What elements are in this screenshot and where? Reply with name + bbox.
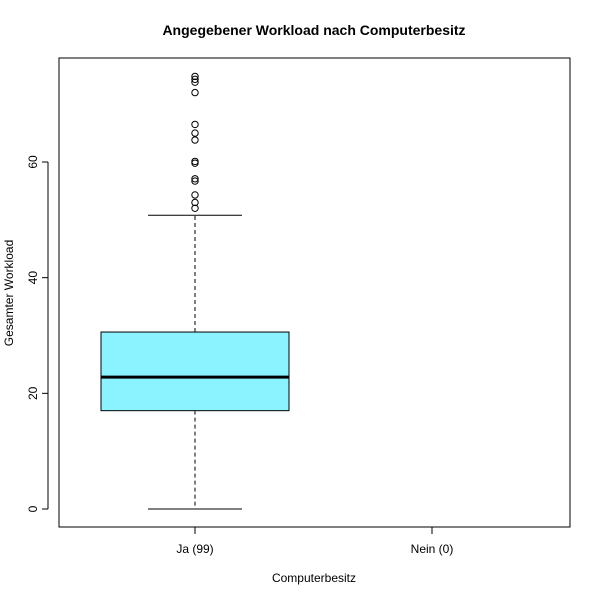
outlier-point	[191, 136, 199, 144]
y-axis-label: Gesamter Workload	[2, 240, 16, 346]
plot-frame	[58, 57, 571, 528]
outlier-point	[191, 72, 199, 81]
chart-title: Angegebener Workload nach Computerbesitz	[162, 22, 465, 38]
y-axis: 0 20 40 60	[26, 155, 49, 512]
outlier-point	[191, 157, 199, 166]
outlier-point	[191, 120, 199, 129]
iqr-box	[100, 331, 290, 412]
outlier-point	[191, 129, 199, 137]
x-tick-label: Ja (99)	[176, 542, 213, 556]
x-axis-label: Computerbesitz	[272, 571, 356, 585]
outlier-point	[191, 78, 199, 86]
y-tick-label: 60	[26, 155, 40, 169]
y-tick-label: 0	[26, 505, 40, 512]
outlier-point	[191, 88, 199, 97]
outlier-point	[191, 204, 199, 212]
y-tick-label: 20	[26, 386, 40, 400]
outlier-point	[191, 175, 199, 183]
x-tick-label: Nein (0)	[411, 542, 454, 556]
outlier-point	[191, 177, 199, 185]
outlier-point	[191, 198, 199, 207]
y-tick-label: 40	[26, 271, 40, 285]
box-group	[100, 72, 290, 510]
plot-area	[100, 72, 290, 510]
x-axis: Ja (99) Nein (0)	[176, 526, 454, 556]
outlier-point	[191, 191, 199, 199]
outlier-point	[191, 75, 199, 83]
